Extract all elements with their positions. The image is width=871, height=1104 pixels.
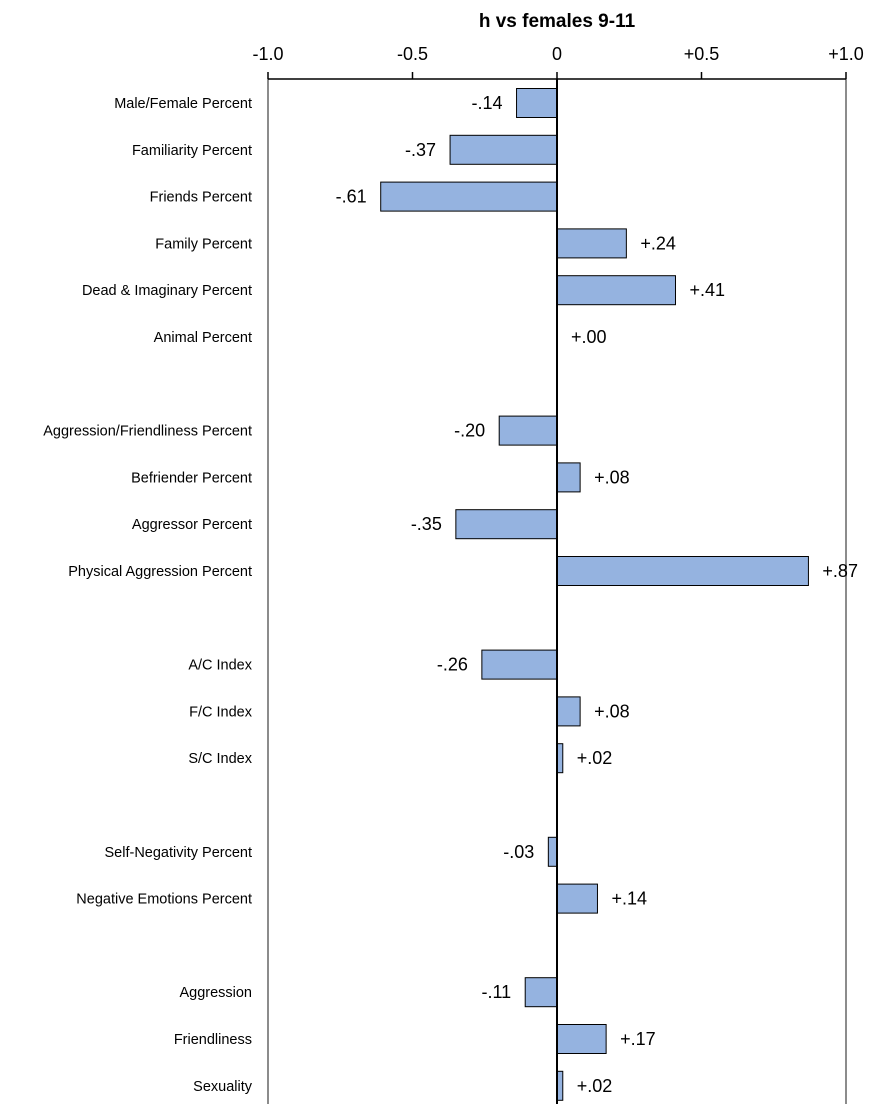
x-tick-label: -1.0 [252, 44, 283, 64]
data-label: -.03 [503, 842, 534, 862]
chart-title: h vs females 9-11 [479, 11, 636, 32]
gridlines [267, 79, 847, 1104]
data-label: +.08 [594, 701, 630, 721]
bar [449, 134, 558, 165]
category-label: Befriender Percent [131, 470, 252, 486]
data-label: -.26 [437, 655, 468, 675]
bar [556, 1024, 607, 1054]
data-label: +.00 [571, 327, 607, 347]
bar [556, 228, 627, 259]
x-tick-label: 0 [552, 44, 562, 64]
bar [481, 649, 558, 680]
data-label: +.17 [620, 1029, 656, 1049]
data-label: -.37 [405, 140, 436, 160]
category-label: F/C Index [189, 704, 253, 720]
bar [556, 696, 581, 727]
category-label: Friends Percent [150, 190, 252, 206]
data-label: -.61 [336, 187, 367, 207]
category-label: Animal Percent [154, 330, 252, 346]
tick-labels: -1.0 -0.5 0 +0.5 +1.0 [252, 44, 863, 64]
category-label: S/C Index [188, 751, 252, 767]
data-label: +.14 [611, 889, 647, 909]
category-label: Family Percent [155, 236, 252, 252]
category-label: Aggressor Percent [132, 517, 252, 533]
bar [524, 977, 558, 1008]
data-label: -.20 [454, 421, 485, 441]
category-label: Male/Female Percent [114, 96, 252, 112]
data-label: +.41 [689, 280, 725, 300]
bar [516, 88, 558, 118]
data-label: -.35 [411, 514, 442, 534]
category-label: Aggression/Friendliness Percent [43, 424, 252, 440]
category-labels: Male/Female Percent Familiarity Percent Fr… [43, 96, 252, 1095]
axes [267, 72, 847, 1104]
data-label: -.11 [482, 982, 512, 1002]
data-label: +.02 [577, 1076, 613, 1096]
data-labels: -.14 -.37 -.61 +.24 +.41 +.00 -.20 +.08 -.35 +.87… [336, 93, 858, 1096]
category-label: Physical Aggression Percent [68, 564, 252, 580]
category-label: Sexuality [193, 1079, 253, 1095]
bars [380, 88, 809, 1101]
bar [556, 556, 809, 586]
bar [498, 415, 558, 446]
bar [556, 462, 581, 493]
bar [455, 509, 558, 540]
x-tick-label: +1.0 [828, 44, 864, 64]
data-label: +.87 [822, 561, 858, 581]
data-label: +.08 [594, 467, 630, 487]
category-label: Self-Negativity Percent [105, 845, 252, 861]
category-label: Negative Emotions Percent [76, 892, 252, 908]
bar [556, 275, 676, 306]
data-label: +.02 [577, 748, 613, 768]
bar [556, 883, 598, 914]
category-label: A/C Index [188, 658, 252, 674]
x-tick-label: -0.5 [397, 44, 428, 64]
category-label: Aggression [179, 985, 252, 1001]
category-label: Friendliness [174, 1032, 252, 1048]
bar [547, 836, 558, 867]
data-label: -.14 [472, 93, 503, 113]
data-label: +.24 [640, 233, 676, 253]
x-tick-label: +0.5 [684, 44, 720, 64]
category-label: Dead & Imaginary Percent [82, 283, 252, 299]
bar [380, 181, 558, 212]
category-label: Familiarity Percent [132, 143, 252, 159]
